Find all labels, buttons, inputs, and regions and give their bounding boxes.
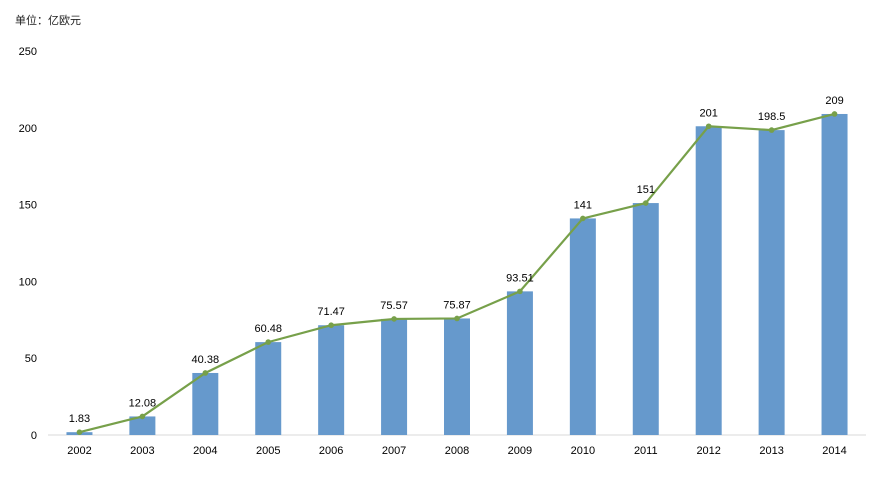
bar bbox=[506, 291, 533, 435]
data-point bbox=[139, 413, 146, 420]
bar bbox=[192, 372, 219, 435]
x-tick-label: 2006 bbox=[319, 445, 343, 457]
bar bbox=[695, 126, 722, 435]
x-tick-label: 2007 bbox=[382, 445, 406, 457]
bar bbox=[444, 318, 470, 435]
x-tick-label: 2004 bbox=[193, 445, 217, 457]
y-tick-label: 50 bbox=[25, 353, 37, 365]
x-tick-label: 2014 bbox=[822, 445, 846, 457]
x-tick-label: 2003 bbox=[130, 445, 154, 457]
data-label: 201 bbox=[700, 107, 718, 119]
data-point bbox=[705, 123, 712, 130]
x-tick-label: 2002 bbox=[67, 445, 91, 457]
bar bbox=[318, 325, 345, 435]
data-label: 93.51 bbox=[506, 272, 534, 284]
data-point bbox=[580, 215, 586, 222]
data-label: 209 bbox=[825, 95, 843, 107]
data-point bbox=[391, 316, 397, 322]
bar bbox=[569, 218, 596, 435]
data-label: 71.47 bbox=[317, 306, 345, 318]
x-tick-label: 2005 bbox=[256, 445, 280, 457]
y-tick-label: 0 bbox=[31, 430, 37, 442]
data-point bbox=[328, 322, 334, 329]
data-point bbox=[265, 339, 272, 345]
data-label: 141 bbox=[574, 199, 592, 211]
bar bbox=[129, 416, 156, 435]
data-point bbox=[642, 200, 649, 206]
y-tick-label: 150 bbox=[19, 200, 37, 212]
data-label: 40.38 bbox=[192, 354, 220, 366]
y-tick-label: 250 bbox=[19, 46, 37, 58]
data-point bbox=[831, 111, 838, 117]
data-label: 60.48 bbox=[254, 323, 282, 335]
x-tick-label: 2011 bbox=[634, 445, 658, 457]
bar bbox=[821, 113, 848, 435]
data-point bbox=[202, 370, 209, 376]
bar bbox=[632, 203, 659, 435]
data-label: 75.57 bbox=[380, 300, 408, 312]
data-point bbox=[768, 127, 775, 133]
data-point bbox=[76, 429, 83, 435]
bar bbox=[758, 130, 785, 435]
data-point bbox=[454, 315, 460, 322]
x-tick-label: 2010 bbox=[571, 445, 595, 457]
x-tick-label: 2008 bbox=[445, 445, 469, 457]
data-label: 75.87 bbox=[443, 299, 471, 311]
bar bbox=[255, 342, 282, 435]
data-label: 151 bbox=[637, 184, 655, 196]
unit-label: 单位：亿欧元 bbox=[15, 15, 81, 27]
y-tick-label: 100 bbox=[19, 276, 37, 288]
data-point bbox=[517, 288, 523, 295]
bar bbox=[381, 318, 408, 435]
x-tick-label: 2009 bbox=[508, 445, 532, 457]
data-label: 198.5 bbox=[758, 111, 786, 123]
x-tick-label: 2013 bbox=[759, 445, 783, 457]
data-label: 1.83 bbox=[69, 413, 90, 425]
data-label: 12.08 bbox=[129, 397, 157, 409]
y-tick-label: 200 bbox=[19, 123, 37, 135]
x-tick-label: 2012 bbox=[696, 445, 720, 457]
